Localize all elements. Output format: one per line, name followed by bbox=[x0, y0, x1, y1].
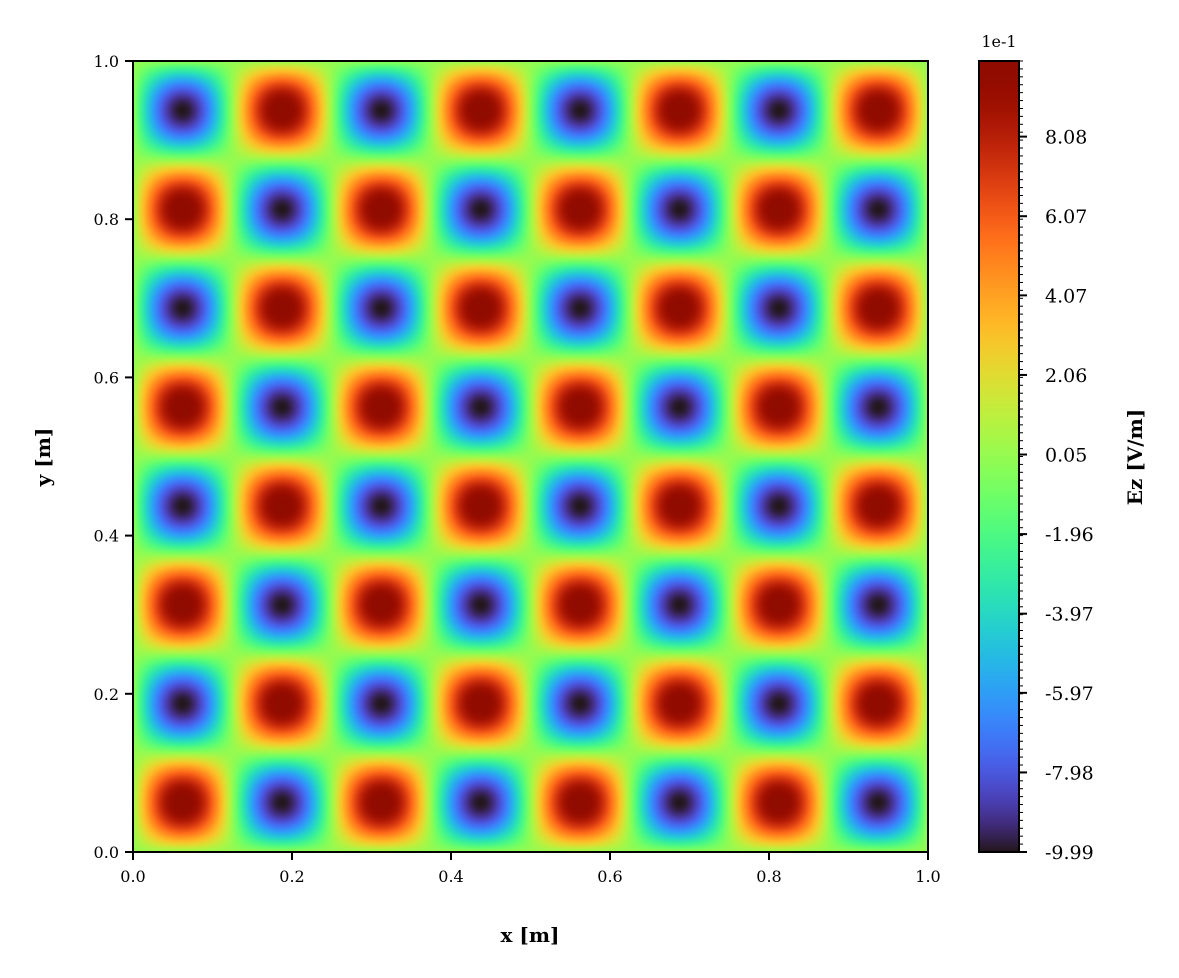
colorbar-label: Ez [V/m] bbox=[1123, 409, 1147, 505]
colorbar-tick-label: 8.08 bbox=[1045, 127, 1087, 149]
colorbar-tick-label: -1.96 bbox=[1045, 524, 1094, 546]
y-tick-label: 0.0 bbox=[94, 843, 119, 862]
colorbar-tick-label: -5.97 bbox=[1045, 683, 1094, 705]
y-axis-label: y [m] bbox=[31, 428, 55, 488]
colorbar-offset-text: 1e-1 bbox=[981, 32, 1016, 51]
colorbar-tick-label: -7.98 bbox=[1045, 762, 1094, 784]
y-axis-ticks: 0.0 0.2 0.4 0.6 0.8 1.0 bbox=[94, 52, 133, 862]
y-tick-label: 0.4 bbox=[94, 527, 119, 546]
colorbar-tick-label: 6.07 bbox=[1045, 206, 1087, 228]
x-tick-label: 0.8 bbox=[756, 867, 781, 886]
y-tick-label: 0.2 bbox=[94, 685, 119, 704]
colorbar-tick-label: 0.05 bbox=[1045, 445, 1087, 467]
colorbar-tick-label: 2.06 bbox=[1045, 365, 1087, 387]
x-axis-label: x [m] bbox=[501, 923, 560, 947]
colorbar-frame bbox=[978, 60, 1020, 853]
x-tick-label: 0.0 bbox=[120, 867, 145, 886]
x-tick-label: 1.0 bbox=[915, 867, 940, 886]
colorbar-ticks: -9.99 -7.98 -5.97 -3.97 -1.96 0.05 2.06 4.07 6.0… bbox=[1019, 60, 1094, 864]
y-tick-label: 0.6 bbox=[94, 368, 119, 387]
x-tick-label: 0.6 bbox=[597, 867, 622, 886]
y-tick-label: 1.0 bbox=[94, 52, 119, 71]
heatmap-image bbox=[133, 61, 928, 852]
x-tick-label: 0.2 bbox=[279, 867, 304, 886]
plot-frame bbox=[132, 60, 929, 853]
colorbar-tick-label: -3.97 bbox=[1045, 604, 1094, 626]
x-axis-ticks: 0.0 0.2 0.4 0.6 0.8 1.0 bbox=[120, 852, 941, 886]
colorbar-gradient bbox=[979, 61, 1019, 852]
colorbar-tick-label: 4.07 bbox=[1045, 285, 1087, 307]
colorbar-tick-label: -9.99 bbox=[1045, 842, 1094, 864]
x-tick-label: 0.4 bbox=[438, 867, 463, 886]
y-tick-label: 0.8 bbox=[94, 210, 119, 229]
